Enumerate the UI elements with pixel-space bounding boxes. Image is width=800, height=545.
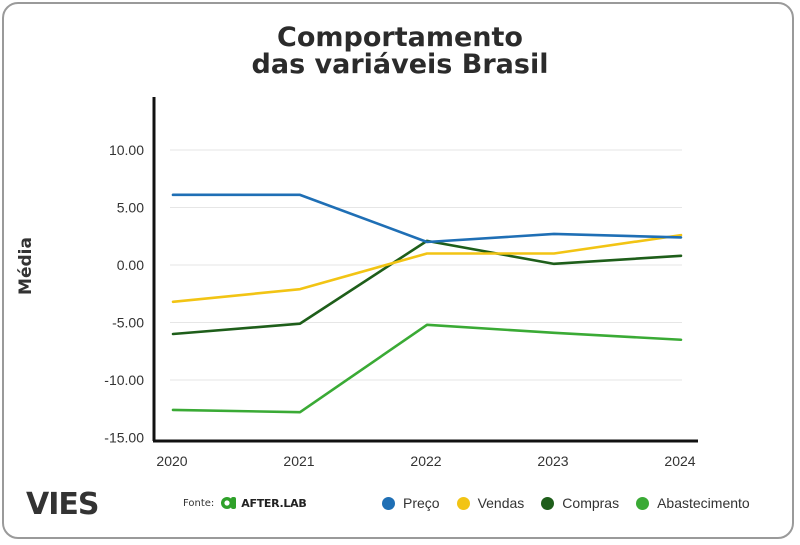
series-line-vendas xyxy=(171,233,683,304)
legend-label: Vendas xyxy=(477,495,525,511)
y-tick-label: 0.00 xyxy=(117,257,144,273)
legend-swatch xyxy=(541,496,555,510)
legend-item[interactable]: Abastecimento xyxy=(636,495,750,511)
legend-item[interactable]: Preço xyxy=(382,495,440,511)
afterlab-logo: AFTER.LAB xyxy=(220,496,307,510)
legend-item[interactable]: Vendas xyxy=(456,495,525,511)
chart-title-line1: Comportamento xyxy=(277,22,523,53)
chart-title: Comportamento das variáveis Brasil xyxy=(0,24,800,78)
source-credit: Fonte: AFTER.LAB xyxy=(183,496,307,510)
legend-label: Abastecimento xyxy=(657,495,750,511)
series-line-abastecimento xyxy=(171,323,683,414)
x-tick-label: 2021 xyxy=(283,453,314,469)
y-tick-label: 10.00 xyxy=(109,142,144,158)
vies-logo: VIES xyxy=(26,487,99,522)
series-line-pre-o xyxy=(171,193,683,244)
x-tick-label: 2024 xyxy=(664,453,695,469)
y-tick-label: -10.00 xyxy=(104,372,144,388)
legend-label: Preço xyxy=(403,495,440,511)
legend-swatch xyxy=(456,496,470,510)
afterlab-icon xyxy=(221,497,237,509)
legend-item[interactable]: Compras xyxy=(541,495,619,511)
y-tick-label: -15.00 xyxy=(104,430,144,446)
source-name: AFTER.LAB xyxy=(241,496,307,510)
chart-legend: Preço Vendas Compras Abastecimento xyxy=(382,495,767,511)
source-label: Fonte: xyxy=(183,497,215,509)
chart-frame xyxy=(2,2,794,539)
x-tick-label: 2022 xyxy=(410,453,441,469)
x-tick-label: 2023 xyxy=(537,453,568,469)
chart-title-line2: das variáveis Brasil xyxy=(251,49,549,80)
y-tick-label: 5.00 xyxy=(117,200,144,216)
legend-swatch xyxy=(636,496,650,510)
legend-swatch xyxy=(382,496,395,510)
x-tick-label: 2020 xyxy=(156,453,187,469)
legend-label: Compras xyxy=(562,495,620,511)
y-tick-label: -5.00 xyxy=(112,315,144,331)
